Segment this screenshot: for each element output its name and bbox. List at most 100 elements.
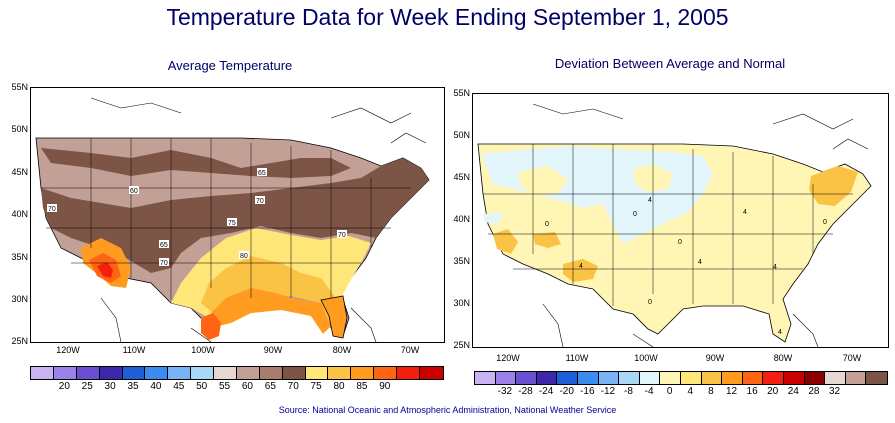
- legend-swatch: [557, 372, 578, 384]
- left-band-red-tx: [201, 313, 221, 340]
- left-lon-label: 90W: [263, 345, 283, 355]
- left-state-lines: [41, 138, 411, 300]
- legend-label: 28: [808, 386, 820, 397]
- legend-label: -20: [559, 386, 574, 397]
- contour-label: 4: [773, 264, 777, 271]
- left-lat-label: 25N: [11, 336, 28, 346]
- left-lat-label: 40N: [11, 209, 28, 219]
- legend-swatch: [76, 367, 100, 379]
- contour-label: 65: [258, 170, 266, 177]
- legend-swatch: [475, 372, 496, 384]
- contour-label: 0: [823, 219, 827, 226]
- legend-swatch: [236, 367, 260, 379]
- legend-label: -28: [518, 386, 533, 397]
- right-lat-label: 50N: [453, 130, 470, 140]
- legend-swatch: [701, 372, 723, 384]
- contour-label: 0: [545, 221, 549, 228]
- left-lat-label: 30N: [11, 294, 28, 304]
- contour-label: 70: [256, 198, 264, 205]
- legend-label: 50: [196, 381, 208, 392]
- legend-swatch: [259, 367, 283, 379]
- right-yellow-patch-3: [578, 204, 613, 234]
- legend-label: 16: [746, 386, 758, 397]
- right-lat-label: 30N: [453, 298, 470, 308]
- legend-swatch: [866, 372, 887, 384]
- left-lat-label: 50N: [11, 124, 28, 134]
- legend-swatch: [845, 372, 867, 384]
- legend-label: -16: [580, 386, 595, 397]
- left-lat-label: 35N: [11, 252, 28, 262]
- right-lat-label: 35N: [453, 256, 470, 266]
- right-state-lines: [483, 144, 853, 306]
- right-map: 0 4 0 4 0 4 4 4 0 4 0: [472, 93, 889, 348]
- legend-swatch: [516, 372, 537, 384]
- page-title: Temperature Data for Week Ending Septemb…: [166, 4, 729, 30]
- legend-swatch: [328, 367, 352, 379]
- contour-label: 80: [240, 253, 248, 260]
- contour-label: 65: [160, 242, 168, 249]
- legend-label: -8: [624, 386, 633, 397]
- contour-label: 4: [698, 259, 702, 266]
- legend-label: 40: [150, 381, 162, 392]
- right-lon-label: 110W: [565, 353, 589, 363]
- right-map-svg: 0 4 0 4 0 4 4 4 0 4 0: [477, 103, 872, 347]
- left-band-70: [41, 158, 429, 273]
- left-lat-label: 55N: [11, 82, 28, 92]
- right-lat-label: 55N: [453, 88, 470, 98]
- legend-label: 85: [356, 381, 368, 392]
- legend-label: 45: [173, 381, 185, 392]
- contour-label: 4: [648, 197, 652, 204]
- legend-label: 80: [333, 381, 345, 392]
- legend-label: 20: [58, 381, 70, 392]
- legend-label: 20: [767, 386, 779, 397]
- right-warm-sw: [493, 229, 518, 254]
- left-contour-labels: 60 65 70 70 70 75 70 65 70 80: [47, 168, 347, 267]
- legend-label: 25: [81, 381, 93, 392]
- right-yellow-patch: [518, 166, 568, 196]
- legend-swatch: [639, 372, 661, 384]
- legend-label: 90: [379, 381, 391, 392]
- legend-swatch: [419, 367, 443, 379]
- legend-label: 32: [828, 386, 841, 397]
- right-map-title: Deviation Between Average and Normal: [554, 56, 786, 71]
- legend-swatch: [742, 372, 764, 384]
- legend-swatch: [145, 367, 169, 379]
- legend-swatch: [495, 372, 517, 384]
- left-lon-label: 120W: [56, 345, 80, 355]
- right-cool-west: [483, 212, 503, 224]
- left-band-north: [41, 148, 351, 178]
- legend-label: 55: [218, 381, 231, 392]
- legend-label: 65: [264, 381, 276, 392]
- legend-swatch: [99, 367, 123, 379]
- legend-label: -32: [497, 386, 513, 397]
- legend-label: 60: [241, 381, 253, 392]
- contour-label: 4: [579, 263, 583, 270]
- legend-swatch: [722, 372, 743, 384]
- legend-swatch: [598, 372, 620, 384]
- legend-swatch: [282, 367, 306, 379]
- source-note: Source: National Oceanic and Atmospheric…: [278, 405, 617, 415]
- contour-label: 70: [338, 232, 346, 239]
- legend-swatch: [397, 367, 420, 379]
- legend-label: -4: [644, 386, 654, 397]
- left-coastlines: [90, 97, 427, 342]
- contour-label: 4: [778, 329, 782, 336]
- legend-swatch: [168, 367, 192, 379]
- legend-label: 75: [310, 381, 322, 392]
- legend-swatch: [804, 372, 826, 384]
- right-lon-label: 70W: [842, 353, 862, 363]
- right-legend: [474, 371, 888, 385]
- right-lon-label: 100W: [634, 353, 658, 363]
- right-warm-az: [563, 259, 598, 282]
- left-band-85: [211, 288, 331, 334]
- legend-swatch: [577, 372, 599, 384]
- legend-swatch: [374, 367, 397, 379]
- left-florida: [320, 295, 348, 339]
- left-map-title: Average Temperature: [167, 58, 293, 73]
- legend-swatch: [351, 367, 375, 379]
- contour-label: 75: [228, 220, 236, 227]
- right-lat-label: 25N: [453, 340, 470, 350]
- legend-label: 30: [104, 381, 116, 392]
- right-warm-ne: [809, 166, 858, 206]
- contour-label: 60: [130, 188, 138, 195]
